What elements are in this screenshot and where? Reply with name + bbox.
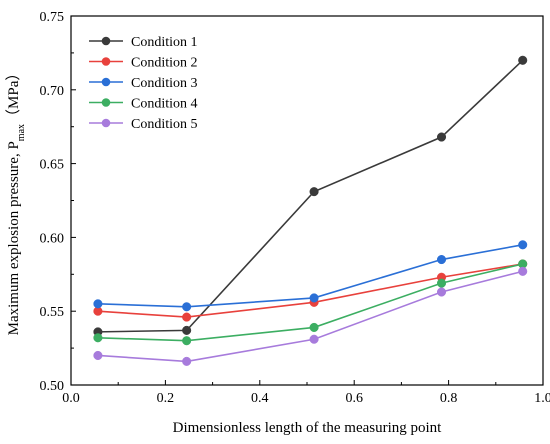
y-tick-label: 0.50 bbox=[40, 379, 65, 394]
y-tick-label: 0.70 bbox=[40, 84, 65, 99]
data-point bbox=[518, 55, 528, 65]
data-point bbox=[436, 287, 447, 297]
legend-label: Condition 3 bbox=[131, 76, 198, 91]
data-point bbox=[182, 302, 192, 312]
data-point bbox=[518, 240, 528, 250]
data-point bbox=[182, 325, 192, 335]
legend-marker bbox=[101, 118, 111, 128]
axes: 0.0 0.2 0.4 0.6 0.8 1.0 0.50 0.55 0.60 0.65 0.70 0.… bbox=[40, 10, 550, 406]
series-line bbox=[97, 263, 523, 318]
legend-label: Condition 5 bbox=[131, 117, 198, 132]
x-tick-label: 0.6 bbox=[345, 391, 363, 406]
x-tick-label: 0.0 bbox=[62, 391, 80, 406]
x-tick-label: 0.2 bbox=[157, 391, 175, 406]
data-point bbox=[309, 322, 319, 332]
x-tick-label: 0.4 bbox=[251, 391, 269, 406]
y-axis-title-unit: （MPa） bbox=[5, 66, 22, 124]
data-point bbox=[309, 334, 319, 344]
x-tick-label: 1.0 bbox=[534, 391, 550, 406]
legend-label: Condition 4 bbox=[131, 97, 198, 112]
x-tick-label: 0.8 bbox=[440, 391, 458, 406]
data-point bbox=[93, 333, 103, 343]
y-tick-label: 0.65 bbox=[40, 158, 65, 173]
data-point bbox=[182, 336, 192, 346]
series-layer bbox=[93, 55, 528, 366]
data-point bbox=[182, 356, 192, 366]
data-point bbox=[436, 254, 447, 265]
data-point bbox=[93, 350, 103, 361]
y-axis-title-main: Maximum explosion pressure, P bbox=[6, 141, 22, 335]
data-point bbox=[93, 299, 103, 309]
y-tick-label: 0.75 bbox=[40, 10, 65, 25]
legend-label: Condition 1 bbox=[131, 35, 198, 50]
legend-label: Condition 2 bbox=[131, 56, 198, 71]
legend-marker bbox=[101, 36, 111, 46]
legend-marker bbox=[101, 57, 111, 66]
legend-marker bbox=[101, 77, 111, 87]
data-point bbox=[309, 293, 319, 303]
x-axis-title: Dimensionless length of the measuring po… bbox=[173, 420, 443, 436]
y-tick-label: 0.55 bbox=[40, 305, 65, 320]
series-line bbox=[97, 270, 523, 363]
data-point bbox=[518, 266, 528, 276]
y-axis-title: Maximum explosion pressure, Pmax（MPa） bbox=[5, 66, 27, 336]
legend-marker bbox=[101, 98, 111, 107]
legend: Condition 1 Condition 2 Condition 3 Conditi… bbox=[89, 35, 198, 132]
data-point bbox=[436, 132, 447, 142]
data-point bbox=[436, 278, 447, 288]
y-axis-title-subscript: max bbox=[16, 124, 27, 141]
y-tick-label: 0.60 bbox=[40, 231, 65, 246]
data-point bbox=[309, 187, 319, 197]
data-point bbox=[182, 312, 192, 322]
